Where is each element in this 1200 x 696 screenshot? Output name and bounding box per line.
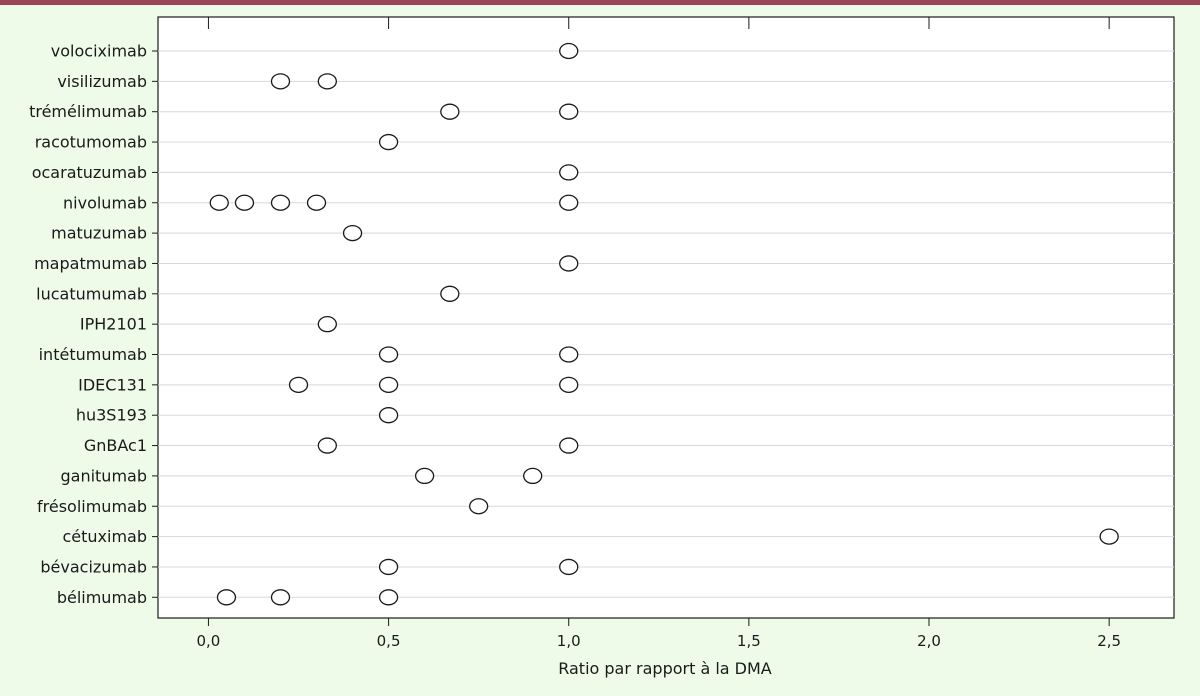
data-point: [559, 255, 579, 272]
data-point: [559, 437, 579, 454]
category-label: cétuximab: [62, 527, 147, 546]
data-point: [234, 194, 255, 211]
data-point: [378, 407, 399, 424]
data-point: [288, 376, 309, 394]
data-point: [342, 224, 363, 242]
x-tick-label: 2,5: [1097, 632, 1121, 650]
category-labels: volociximab visilizumab trémélimumab racotu…: [29, 42, 158, 607]
category-label: IDEC131: [78, 375, 147, 394]
category-label: GnBAc1: [84, 436, 147, 455]
data-point: [378, 558, 399, 576]
category-label: volociximab: [51, 42, 147, 61]
data-point: [440, 103, 460, 120]
category-label: bélimumab: [57, 588, 147, 607]
x-tick-label: 0,0: [197, 632, 221, 650]
data-point: [414, 467, 435, 485]
category-label: ocaratuzumab: [32, 163, 147, 182]
category-label: trémélimumab: [29, 102, 147, 121]
category-label: visilizumab: [57, 72, 147, 91]
plot-area: [157, 16, 1175, 619]
data-point: [270, 194, 291, 211]
data-point: [559, 42, 579, 60]
data-point: [559, 194, 579, 211]
data-point: [559, 346, 579, 363]
category-label: nivolumab: [63, 193, 147, 212]
data-point: [216, 589, 237, 606]
data-point: [270, 589, 291, 606]
top-accent-bar: [0, 0, 1200, 5]
data-point: [306, 194, 327, 211]
data-point: [209, 194, 229, 211]
x-tick-label: 1,5: [737, 632, 761, 650]
x-tick-label: 2,0: [917, 632, 941, 650]
category-label: lucatumumab: [36, 284, 147, 303]
category-label: bévacizumab: [40, 557, 147, 576]
category-label: mapatmumab: [34, 254, 147, 273]
category-label: hu3S193: [76, 406, 147, 425]
data-point: [317, 437, 337, 454]
data-point: [469, 498, 489, 515]
data-point: [317, 73, 337, 90]
data-point: [378, 346, 399, 363]
data-points: [209, 42, 1119, 606]
category-label: IPH2101: [80, 315, 147, 334]
x-tick-label: 0,5: [377, 632, 401, 650]
data-point: [559, 164, 579, 181]
x-tick-label: 1,0: [557, 632, 581, 650]
data-point: [317, 315, 337, 333]
data-point: [1099, 528, 1119, 545]
data-point: [523, 467, 543, 485]
data-point: [559, 558, 579, 576]
category-label: intétumumab: [39, 345, 147, 364]
category-label: frésolimumab: [37, 497, 147, 516]
data-point: [559, 376, 579, 394]
data-point: [378, 133, 399, 151]
x-axis-title: Ratio par rapport à la DMA: [558, 659, 772, 678]
data-point: [270, 73, 291, 90]
data-point: [378, 589, 399, 606]
category-label: ganitumab: [60, 466, 147, 485]
data-point: [378, 376, 399, 394]
data-point: [559, 103, 579, 120]
category-label: racotumomab: [35, 133, 147, 152]
category-label: matuzumab: [51, 224, 147, 243]
data-point: [440, 285, 460, 302]
x-axis-ticks: 0,0 0,5 1,0 1,5 2,0 2,5: [197, 17, 1121, 650]
